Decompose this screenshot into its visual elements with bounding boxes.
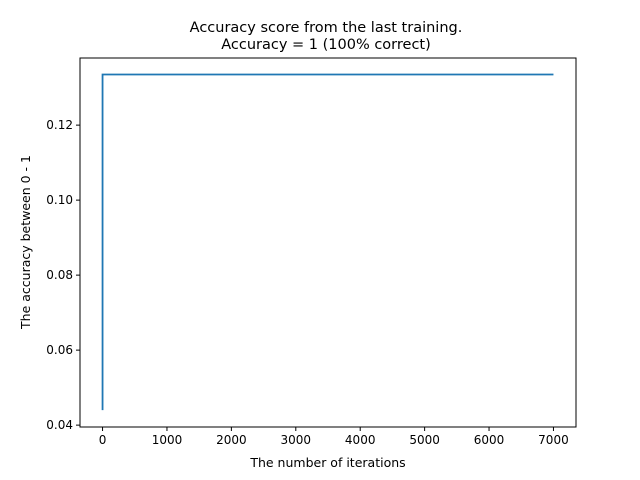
- y-tick-label: 0.12: [46, 118, 73, 132]
- y-tick-label: 0.10: [46, 193, 73, 207]
- x-tick-label: 3000: [281, 433, 312, 447]
- x-tick-label: 5000: [409, 433, 440, 447]
- x-tick-label: 1000: [152, 433, 183, 447]
- y-tick-label: 0.08: [46, 268, 73, 282]
- x-tick-label: 4000: [345, 433, 376, 447]
- x-tick-label: 6000: [474, 433, 505, 447]
- y-axis-ticks: 0.04 0.06 0.08 0.10 0.12: [46, 118, 80, 432]
- x-tick-label: 7000: [538, 433, 569, 447]
- y-axis-label: The accuracy between 0 - 1: [18, 155, 33, 330]
- chart-title-line-2: Accuracy = 1 (100% correct): [221, 37, 431, 53]
- x-axis-label: The number of iterations: [249, 455, 405, 470]
- x-tick-label: 0: [99, 433, 107, 447]
- y-tick-label: 0.06: [46, 343, 73, 357]
- x-tick-label: 2000: [216, 433, 247, 447]
- accuracy-series-line: [101, 73, 554, 411]
- plot-area: [101, 73, 554, 411]
- x-axis-ticks: 0 1000 2000 3000 4000 5000 6000 7000: [99, 427, 569, 447]
- axes-frame: [79, 57, 577, 428]
- chart-title-line-1: Accuracy score from the last training.: [190, 20, 463, 36]
- y-tick-label: 0.04: [46, 418, 73, 432]
